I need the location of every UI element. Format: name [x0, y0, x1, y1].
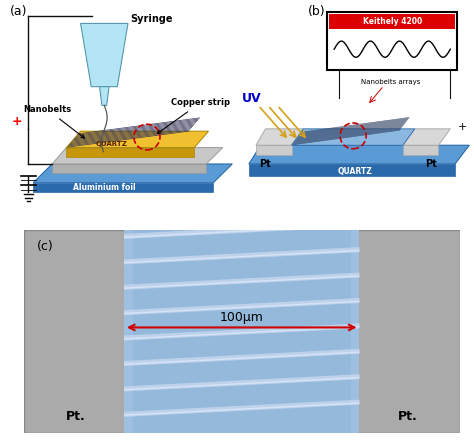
- Text: Copper strip: Copper strip: [157, 99, 229, 133]
- Polygon shape: [249, 145, 469, 164]
- Text: Pt.: Pt.: [398, 410, 417, 423]
- Polygon shape: [124, 374, 359, 392]
- Text: Nanobelts arrays: Nanobelts arrays: [361, 79, 421, 85]
- Text: 100μm: 100μm: [220, 311, 264, 324]
- Text: Pt.: Pt.: [66, 410, 86, 423]
- Polygon shape: [124, 326, 359, 339]
- Text: Pt: Pt: [260, 159, 271, 169]
- Polygon shape: [124, 250, 359, 263]
- Polygon shape: [256, 129, 303, 145]
- Polygon shape: [124, 377, 359, 390]
- Polygon shape: [124, 400, 359, 417]
- Text: (a): (a): [9, 5, 27, 18]
- Polygon shape: [66, 131, 209, 148]
- Text: Nanobelts: Nanobelts: [24, 106, 84, 138]
- Bar: [133, 230, 351, 433]
- Polygon shape: [124, 298, 359, 315]
- Polygon shape: [403, 129, 450, 145]
- Text: QUARTZ: QUARTZ: [338, 167, 373, 175]
- Polygon shape: [403, 145, 438, 155]
- Polygon shape: [33, 164, 232, 183]
- Text: +: +: [457, 122, 467, 132]
- Polygon shape: [33, 183, 213, 192]
- Text: Aluminium foil: Aluminium foil: [73, 183, 136, 192]
- Polygon shape: [124, 301, 359, 314]
- Polygon shape: [100, 87, 109, 106]
- Polygon shape: [52, 148, 223, 164]
- Text: (c): (c): [37, 240, 54, 253]
- Polygon shape: [66, 148, 194, 157]
- Bar: [124, 230, 359, 433]
- Polygon shape: [124, 225, 359, 238]
- Text: Keithely 4200: Keithely 4200: [363, 17, 422, 26]
- Text: Syringe: Syringe: [130, 14, 173, 24]
- Text: +: +: [11, 115, 22, 128]
- Polygon shape: [249, 164, 455, 175]
- Text: (b): (b): [308, 5, 326, 18]
- Polygon shape: [124, 275, 359, 289]
- Bar: [327, 11, 457, 70]
- Text: Pt: Pt: [426, 159, 437, 169]
- Polygon shape: [124, 324, 359, 341]
- Polygon shape: [52, 164, 206, 173]
- Text: UV: UV: [242, 92, 261, 105]
- Polygon shape: [81, 23, 128, 87]
- Polygon shape: [124, 349, 359, 366]
- Polygon shape: [256, 145, 292, 155]
- Polygon shape: [292, 129, 415, 145]
- Polygon shape: [124, 402, 359, 416]
- Polygon shape: [124, 222, 359, 239]
- Polygon shape: [124, 247, 359, 264]
- Text: QUARTZ: QUARTZ: [95, 141, 128, 147]
- Polygon shape: [124, 351, 359, 365]
- Polygon shape: [124, 273, 359, 290]
- Bar: [329, 14, 455, 29]
